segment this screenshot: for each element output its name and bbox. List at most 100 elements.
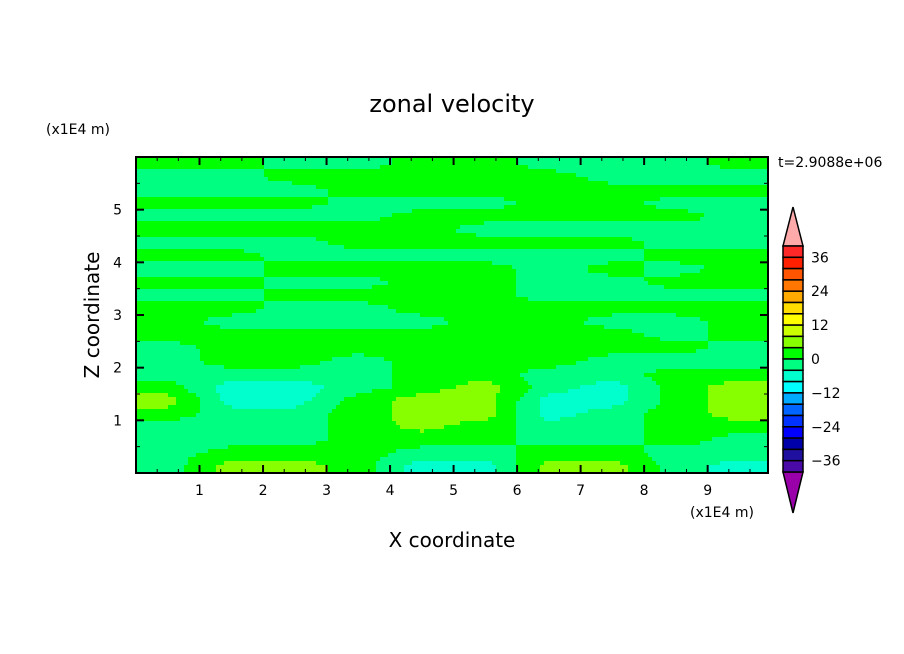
contour-cell <box>252 213 256 217</box>
contour-cell <box>532 157 536 161</box>
contour-cell <box>212 189 216 193</box>
contour-cell <box>512 173 516 177</box>
contour-cell <box>264 205 268 209</box>
contour-cell <box>392 269 396 273</box>
contour-cell <box>592 225 596 229</box>
contour-cell <box>724 197 728 201</box>
contour-cell <box>584 261 588 265</box>
contour-cell <box>452 197 456 201</box>
contour-cell <box>320 189 324 193</box>
contour-cell <box>736 161 740 165</box>
contour-cell <box>508 221 512 225</box>
contour-cell <box>380 161 384 165</box>
contour-cell <box>416 189 420 193</box>
contour-cell <box>420 181 424 185</box>
contour-cell <box>636 189 640 193</box>
contour-cell <box>504 249 508 253</box>
contour-cell <box>520 173 524 177</box>
contour-cell <box>608 269 612 273</box>
contour-cell <box>748 265 752 269</box>
contour-cell <box>532 269 536 273</box>
contour-cell <box>564 257 568 261</box>
contour-cell <box>408 261 412 265</box>
contour-cell <box>416 157 420 161</box>
contour-cell <box>556 269 560 273</box>
contour-cell <box>528 245 532 249</box>
contour-cell <box>260 213 264 217</box>
contour-cell <box>500 269 504 273</box>
contour-cell <box>612 189 616 193</box>
contour-cell <box>144 265 148 269</box>
contour-cell <box>372 281 376 285</box>
contour-cell <box>272 209 276 213</box>
contour-cell <box>372 261 376 265</box>
contour-cell <box>212 265 216 269</box>
contour-cell <box>568 189 572 193</box>
contour-cell <box>244 229 248 233</box>
contour-cell <box>184 221 188 225</box>
contour-cell <box>412 281 416 285</box>
contour-cell <box>540 209 544 213</box>
contour-cell <box>560 249 564 253</box>
contour-cell <box>680 249 684 253</box>
contour-cell <box>356 197 360 201</box>
contour-cell <box>536 265 540 269</box>
contour-cell <box>328 233 332 237</box>
contour-cell <box>432 209 436 213</box>
contour-cell <box>352 157 356 161</box>
contour-cell <box>684 253 688 257</box>
contour-cell <box>188 169 192 173</box>
contour-cell <box>140 245 144 249</box>
contour-cell <box>272 193 276 197</box>
contour-cell <box>152 161 156 165</box>
contour-cell <box>136 225 140 229</box>
contour-cell <box>632 273 636 277</box>
contour-cell <box>244 241 248 245</box>
contour-cell <box>268 221 272 225</box>
contour-cell <box>680 229 684 233</box>
contour-cell <box>692 269 696 273</box>
contour-cell <box>632 169 636 173</box>
contour-cell <box>368 237 372 241</box>
contour-cell <box>392 193 396 197</box>
contour-cell <box>316 217 320 221</box>
contour-cell <box>156 261 160 265</box>
contour-cell <box>356 257 360 261</box>
contour-cell <box>176 185 180 189</box>
contour-cell <box>588 269 592 273</box>
contour-cell <box>468 269 472 273</box>
contour-cell <box>660 161 664 165</box>
contour-cell <box>624 169 628 173</box>
contour-cell <box>556 273 560 277</box>
contour-cell <box>484 269 488 273</box>
contour-cell <box>544 209 548 213</box>
contour-cell <box>752 257 756 261</box>
contour-cell <box>684 269 688 273</box>
contour-cell <box>664 181 668 185</box>
contour-cell <box>488 281 492 285</box>
contour-cell <box>260 193 264 197</box>
contour-cell <box>432 237 436 241</box>
contour-cell <box>580 201 584 205</box>
contour-cell <box>496 209 500 213</box>
contour-cell <box>600 217 604 221</box>
contour-cell <box>248 229 252 233</box>
contour-cell <box>536 205 540 209</box>
contour-cell <box>276 225 280 229</box>
contour-cell <box>344 225 348 229</box>
contour-cell <box>244 173 248 177</box>
contour-cell <box>148 169 152 173</box>
contour-cell <box>264 185 268 189</box>
contour-cell <box>404 281 408 285</box>
contour-cell <box>464 221 468 225</box>
contour-cell <box>608 245 612 249</box>
contour-cell <box>524 173 528 177</box>
contour-cell <box>592 233 596 237</box>
contour-cell <box>756 161 760 165</box>
contour-cell <box>216 193 220 197</box>
contour-cell <box>340 213 344 217</box>
contour-cell <box>200 173 204 177</box>
contour-cell <box>576 253 580 257</box>
contour-cell <box>512 225 516 229</box>
contour-cell <box>636 273 640 277</box>
